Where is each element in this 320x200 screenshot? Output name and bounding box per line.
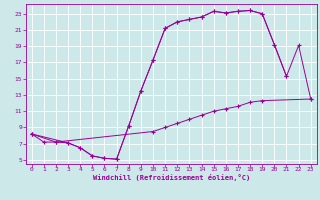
X-axis label: Windchill (Refroidissement éolien,°C): Windchill (Refroidissement éolien,°C) [92, 174, 250, 181]
